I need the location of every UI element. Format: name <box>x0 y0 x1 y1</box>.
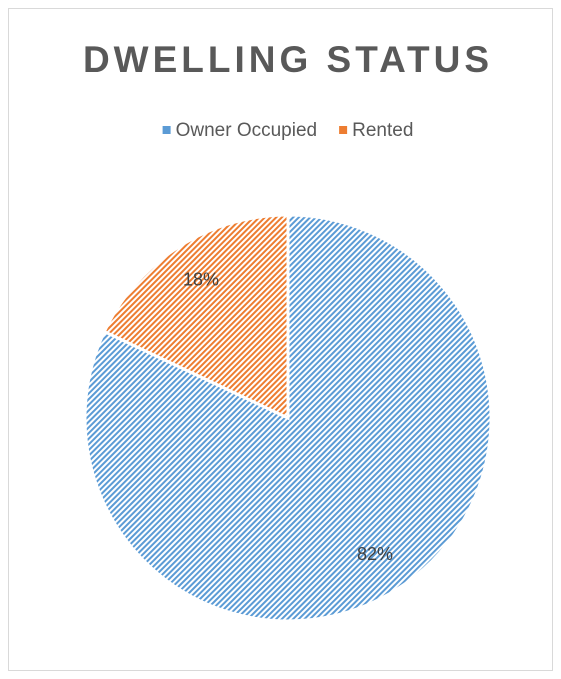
data-label: 18% <box>183 270 219 290</box>
chart-title: DWELLING STATUS <box>83 39 493 80</box>
legend-marker <box>339 126 348 134</box>
legend-label: Rented <box>352 120 413 141</box>
data-label: 82% <box>357 544 393 564</box>
legend-label: Owner Occupied <box>176 120 318 141</box>
pie-slice <box>102 213 290 421</box>
legend: Owner Occupied Rented <box>162 120 413 141</box>
legend-marker <box>162 126 171 134</box>
